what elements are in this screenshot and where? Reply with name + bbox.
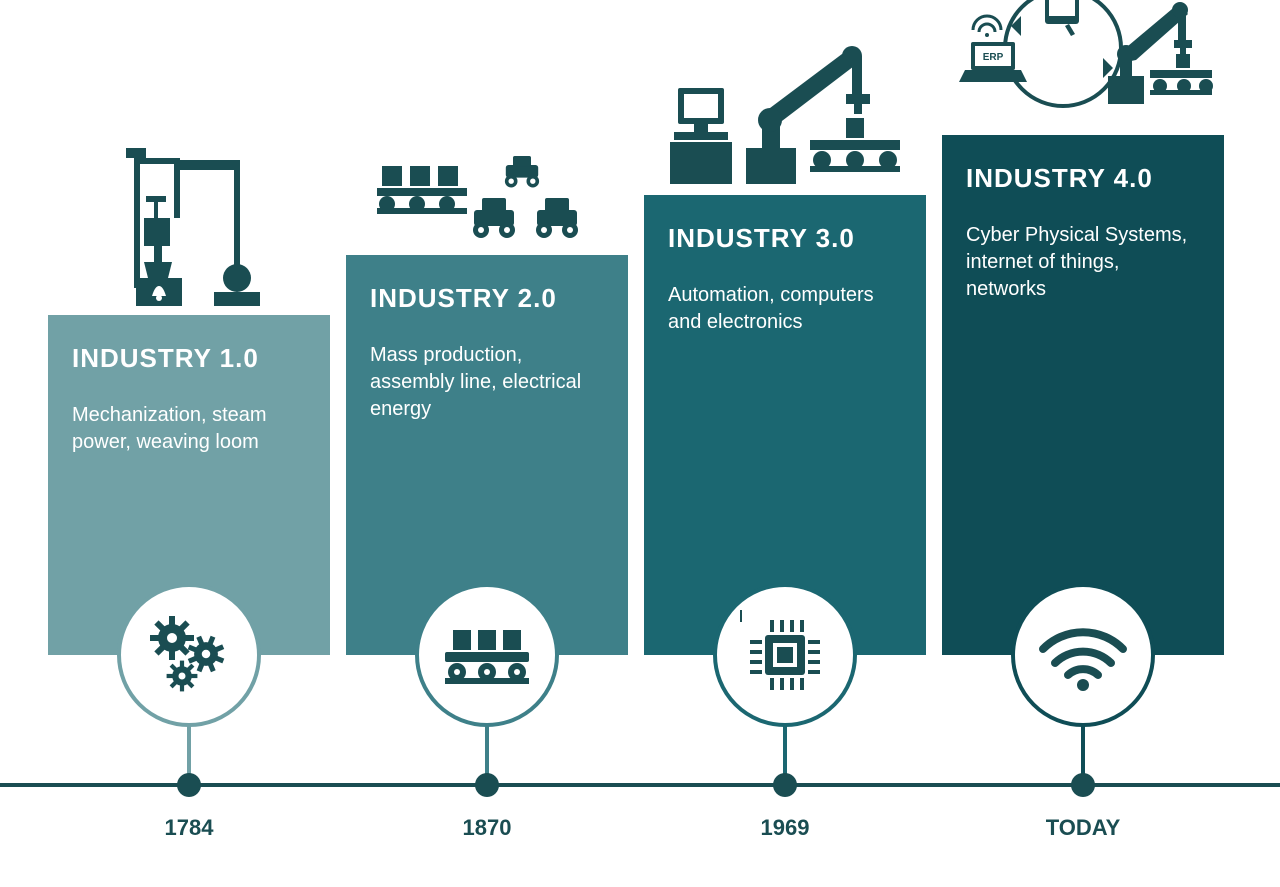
year-label: TODAY [1046,815,1121,841]
bars-area: INDUSTRY 1.0 Mechanization, steam power,… [40,85,1240,655]
industry-1-bar: INDUSTRY 1.0 Mechanization, steam power,… [48,315,330,655]
timeline-dot [475,773,499,797]
chip-icon [713,583,857,727]
conveyor-icon [415,583,559,727]
year-label: 1870 [463,815,512,841]
timeline-dot [1071,773,1095,797]
industry-4-bar: ERP [942,135,1224,655]
steam-engine-icon [114,148,264,313]
industry-2-bar: INDUSTRY 2.0 Mass production, assembly l… [346,255,628,655]
svg-text:ERP: ERP [983,52,1004,63]
bar-description: Mass production, assembly line, electric… [370,342,604,423]
wifi-icon [1011,583,1155,727]
industry-3-bar: INDUSTRY 3.0 Automation, computers and e… [644,195,926,655]
bar-title: INDUSTRY 4.0 [966,163,1200,194]
timeline-dot [177,773,201,797]
year-label: 1969 [761,815,810,841]
robot-arm-icon [670,28,900,193]
bar-description: Mechanization, steam power, weaving loom [72,402,306,456]
timeline-dot [773,773,797,797]
assembly-cars-icon [372,148,602,253]
industry-evolution-infographic: INDUSTRY 1.0 Mechanization, steam power,… [40,85,1240,845]
iot-network-icon: ERP [953,0,1213,133]
gears-icon [117,583,261,727]
bar-title: INDUSTRY 1.0 [72,343,306,374]
bar-title: INDUSTRY 3.0 [668,223,902,254]
bar-description: Cyber Physical Systems, internet of thin… [966,222,1200,303]
year-label: 1784 [165,815,214,841]
bar-description: Automation, computers and electronics [668,282,902,336]
bar-title: INDUSTRY 2.0 [370,283,604,314]
